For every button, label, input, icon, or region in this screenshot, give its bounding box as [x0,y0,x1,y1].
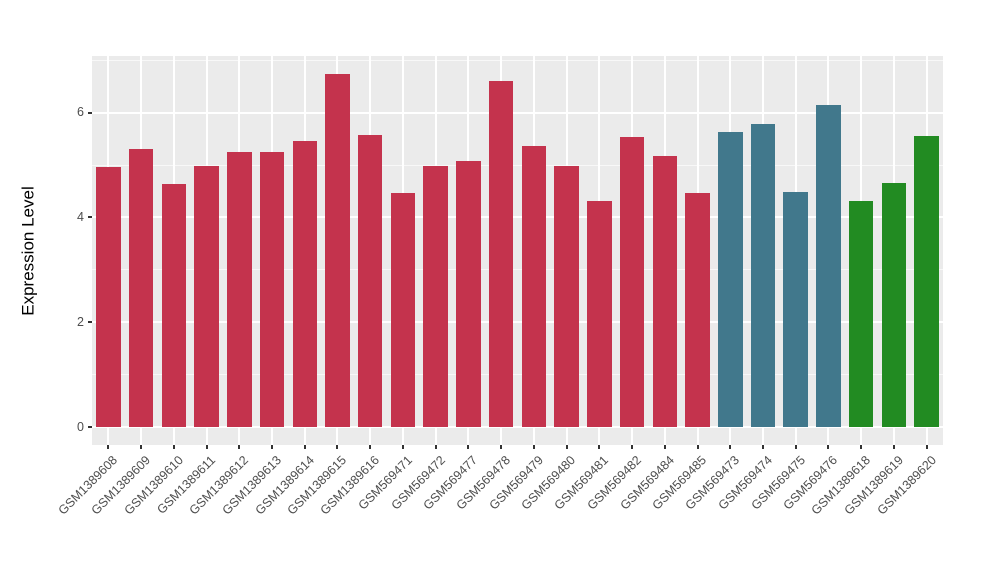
major-gridline [92,216,943,219]
y-tick-label: 0 [77,419,84,434]
y-axis-title: Expression Level [18,186,38,316]
bar-GSM1389611 [194,165,219,428]
x-tick-mark [271,445,274,449]
major-gridline [92,321,943,324]
bar-GSM1389619 [881,182,907,428]
bar-GSM569478 [488,81,514,428]
x-tick-mark [303,445,306,449]
bar-GSM569482 [619,137,645,428]
bar-GSM1389610 [161,183,187,428]
x-tick-mark [336,445,339,449]
x-tick-mark [500,445,503,449]
x-tick-mark [401,445,404,449]
x-tick-mark [369,445,372,449]
bar-GSM1389613 [259,152,285,428]
bar-GSM1389612 [227,151,252,428]
x-tick-mark [729,445,732,449]
bar-GSM569480 [554,166,579,428]
bar-GSM569471 [390,192,416,428]
x-tick-mark [598,445,601,449]
bar-GSM569481 [587,201,612,428]
x-tick-mark [238,445,241,449]
minor-gridline [92,269,943,271]
y-tick-mark [88,111,92,114]
x-tick-mark [761,445,764,449]
x-tick-label: GSM1389620 [874,453,939,518]
y-tick-label: 2 [77,314,84,329]
major-gridline [92,111,943,114]
bar-GSM1389615 [325,74,350,428]
y-tick-mark [88,321,92,324]
bar-GSM1389608 [96,167,121,428]
x-tick-mark [434,445,437,449]
x-tick-mark [467,445,470,449]
minor-gridline [92,164,943,166]
bar-GSM569477 [456,161,481,428]
bar-GSM1389616 [357,135,383,428]
y-tick-label: 6 [77,105,84,120]
minor-gridline [92,374,943,376]
x-tick-mark [827,445,830,449]
x-tick-mark [860,445,863,449]
bar-GSM1389620 [914,136,939,428]
bar-GSM1389609 [128,148,154,428]
x-tick-mark [925,445,928,449]
bar-GSM569484 [652,156,678,428]
bar-GSM569479 [521,146,547,428]
x-tick-mark [631,445,634,449]
major-gridline [92,426,943,429]
x-tick-mark [107,445,110,449]
y-tick-label: 4 [77,209,84,224]
x-tick-mark [696,445,699,449]
x-tick-mark [892,445,895,449]
plot-panel [92,56,943,445]
x-tick-mark [172,445,175,449]
y-tick-mark [88,216,92,219]
x-tick-mark [532,445,535,449]
bar-GSM569473 [718,132,743,428]
y-tick-mark [88,426,92,429]
x-tick-mark [205,445,208,449]
x-tick-mark [565,445,568,449]
x-tick-mark [663,445,666,449]
x-tick-mark [794,445,797,449]
bar-GSM569485 [685,192,710,428]
bar-GSM569474 [750,124,776,428]
bar-GSM569475 [783,192,808,428]
bar-GSM1389618 [848,201,874,428]
x-tick-mark [140,445,143,449]
bar-GSM569472 [423,165,448,428]
bar-GSM1389614 [292,140,317,428]
bar-GSM569476 [816,105,841,428]
minor-gridline [92,59,943,61]
